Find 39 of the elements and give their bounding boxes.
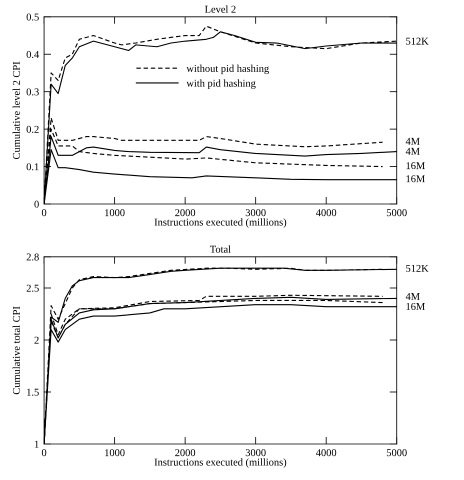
- y-tick-label: 1: [34, 440, 39, 448]
- x-tick-label: 2000: [175, 209, 196, 216]
- text: 512K: [406, 264, 429, 272]
- chart-title: Total: [210, 245, 231, 253]
- y-tick-label: 1.5: [27, 388, 39, 396]
- y-tick-label: 0.2: [26, 126, 39, 133]
- chart-title: Level 2: [204, 5, 236, 13]
- x-tick-label: 2000: [175, 449, 196, 456]
- x-axis-title: Instructions executed (millions): [154, 218, 286, 228]
- x-tick-label: 0: [42, 209, 46, 216]
- text: 16M: [406, 162, 425, 170]
- legend-label: with pid hashing: [186, 79, 256, 89]
- x-tick-label: 5000: [386, 209, 407, 216]
- y-tick-label: 0.4: [26, 50, 40, 58]
- y-tick-label: 0.1: [26, 163, 39, 170]
- y-axis-title: Cumulative total CPI: [12, 306, 20, 394]
- x-tick-label: 4000: [316, 449, 336, 456]
- x-axis-title: Instructions executed (millions): [154, 458, 286, 468]
- x-tick-label: 0: [42, 449, 46, 456]
- x-tick-label: 1000: [105, 449, 125, 456]
- legend-label: without pid hashing: [186, 64, 269, 74]
- y-tick-label: 2.8: [26, 253, 39, 261]
- text: 4M: [406, 148, 420, 155]
- text: 4M: [406, 293, 420, 300]
- x-tick-label: 3000: [246, 209, 266, 216]
- y-axis-title: Cumulative level 2 CPI: [12, 62, 20, 160]
- text: 16M: [406, 175, 425, 182]
- x-tick-label: 3000: [246, 449, 266, 456]
- x-tick-label: 5000: [386, 449, 407, 456]
- y-tick-label: 2.5: [26, 284, 39, 292]
- text: 512K: [406, 38, 429, 45]
- text: 4M: [406, 138, 420, 145]
- x-tick-label: 4000: [316, 209, 336, 216]
- x-tick-label: 1000: [105, 209, 125, 216]
- y-tick-label: 0.5: [26, 13, 39, 21]
- y-tick-label: 0: [34, 200, 39, 208]
- y-tick-label: 0.3: [26, 88, 39, 96]
- y-tick-label: 2: [34, 336, 39, 344]
- text: 16M: [406, 302, 425, 310]
